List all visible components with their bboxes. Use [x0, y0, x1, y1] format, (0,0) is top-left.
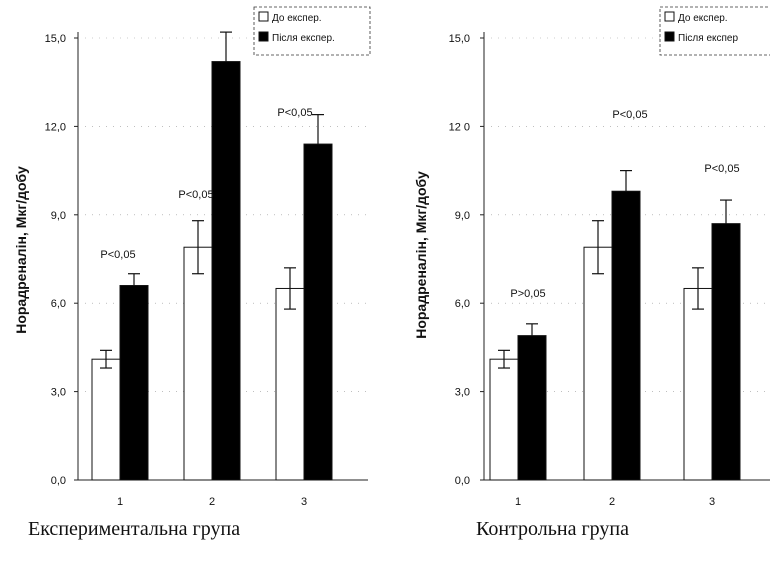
y-tick-label: 15,0	[449, 33, 470, 45]
y-tick-label: 12,0	[45, 121, 66, 133]
legend-swatch	[664, 31, 675, 42]
chart-panel-1: 0,0 3,0 6,0 9,0 12,0 15,0 Норадреналін, Мкг/до…	[13, 6, 371, 540]
bar-after	[119, 285, 149, 481]
x-tick-label: 3	[301, 496, 307, 508]
x-tick-label: 3	[709, 496, 715, 508]
bar-before	[91, 358, 121, 481]
y-tick-label: 9,0	[455, 210, 470, 222]
legend-label: Після експер	[678, 33, 738, 44]
p-value-annotation: P<0,05	[704, 163, 739, 175]
bar-after	[211, 61, 241, 481]
y-axis-label: Норадреналін, Мкг/добу	[13, 166, 29, 334]
y-tick-label: 6,0	[51, 298, 66, 310]
legend-label: До експер.	[272, 13, 322, 24]
y-tick-label: 9,0	[51, 210, 66, 222]
legend: До експер. Після експер	[659, 6, 770, 56]
p-value-annotation: P<0,05	[612, 109, 647, 121]
bar-before	[683, 287, 713, 481]
legend-box	[253, 6, 371, 56]
chart-panel-2: 0,0 3,0 6,0 9,0 12 0 15,0 Норадреналін, Мкг/до…	[413, 6, 770, 540]
y-tick-label: 3,0	[51, 387, 66, 399]
bar-before	[489, 358, 519, 481]
bar-before	[275, 287, 305, 481]
bar-after	[711, 223, 741, 481]
p-value-annotation: P>0,05	[510, 288, 545, 300]
y-tick-label: 15,0	[45, 33, 66, 45]
p-value-annotation: P<0,05	[277, 107, 312, 119]
legend: До експер. Після експер.	[253, 6, 371, 56]
y-tick-label: 6,0	[455, 298, 470, 310]
y-tick-label: 3,0	[455, 387, 470, 399]
legend-swatch	[664, 11, 675, 22]
p-value-annotation: P<0,05	[100, 249, 135, 261]
p-value-annotation: P<0,05	[178, 189, 213, 201]
y-axis-label: Норадреналін, Мкг/добу	[413, 171, 429, 339]
x-tick-label: 2	[609, 496, 615, 508]
legend-label: До експер.	[678, 13, 728, 24]
bar-after	[303, 143, 333, 481]
bar-after	[611, 190, 641, 481]
y-tick-label: 0,0	[455, 475, 470, 487]
legend-swatch	[258, 31, 269, 42]
chart-caption: Контрольна група	[476, 518, 629, 540]
y-tick-label: 0,0	[51, 475, 66, 487]
x-tick-label: 1	[117, 496, 123, 508]
y-tick-label: 12 0	[449, 121, 470, 133]
x-tick-label: 1	[515, 496, 521, 508]
bar-after	[517, 335, 547, 481]
chart-caption: Експериментальна група	[28, 518, 240, 540]
bar-before	[183, 246, 213, 481]
x-tick-label: 2	[209, 496, 215, 508]
legend-box	[659, 6, 770, 56]
legend-swatch	[258, 11, 269, 22]
bar-before	[583, 246, 613, 481]
legend-label: Після експер.	[272, 33, 335, 44]
